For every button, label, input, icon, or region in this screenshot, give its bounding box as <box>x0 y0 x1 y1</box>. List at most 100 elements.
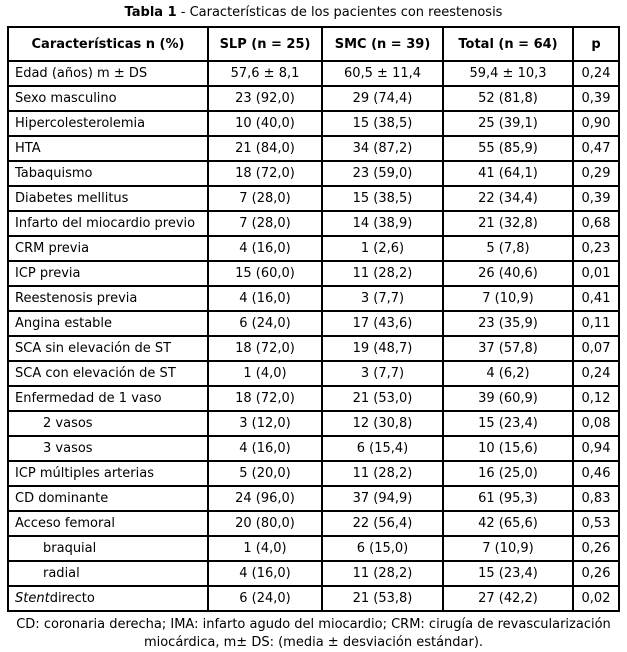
cell-total: 41 (64,1) <box>442 160 574 187</box>
row-label: SCA sin elevación de ST <box>7 335 209 362</box>
cell-smc: 29 (74,4) <box>321 85 444 112</box>
cell-total: 10 (15,6) <box>442 435 574 462</box>
cell-smc: 23 (59,0) <box>321 160 444 187</box>
cell-total: 15 (23,4) <box>442 560 574 587</box>
cell-slp: 7 (28,0) <box>207 210 323 237</box>
cell-total: 27 (42,2) <box>442 585 574 612</box>
table-row: Hipercolesterolemia 10 (40,0) 15 (38,5) … <box>7 110 620 137</box>
cell-total: 37 (57,8) <box>442 335 574 362</box>
cell-slp: 20 (80,0) <box>207 510 323 537</box>
table-row: Diabetes mellitus 7 (28,0) 15 (38,5) 22 … <box>7 185 620 212</box>
table-title: Tabla 1 - Características de los pacient… <box>0 0 627 20</box>
table-row: Acceso femoral 20 (80,0) 22 (56,4) 42 (6… <box>7 510 620 537</box>
cell-smc: 3 (7,7) <box>321 285 444 312</box>
cell-p: 0,29 <box>572 160 620 187</box>
cell-smc: 60,5 ± 11,4 <box>321 60 444 87</box>
footnote-line-2: miocárdica, m± DS: (media ± desviación e… <box>143 635 484 650</box>
cell-smc: 6 (15,4) <box>321 435 444 462</box>
cell-total: 61 (95,3) <box>442 485 574 512</box>
footnote-line-1: CD: coronaria derecha; IMA: infarto agud… <box>16 617 611 632</box>
cell-smc: 12 (30,8) <box>321 410 444 437</box>
row-label: Enfermedad de 1 vaso <box>7 385 209 412</box>
header-total: Total (n = 64) <box>442 26 574 62</box>
cell-slp: 5 (20,0) <box>207 460 323 487</box>
cell-total: 21 (32,8) <box>442 210 574 237</box>
row-label: Reestenosis previa <box>7 285 209 312</box>
table-row: Sexo masculino 23 (92,0) 29 (74,4) 52 (8… <box>7 85 620 112</box>
header-smc: SMC (n = 39) <box>321 26 444 62</box>
header-characteristics: Características n (%) <box>7 26 209 62</box>
cell-smc: 15 (38,5) <box>321 110 444 137</box>
cell-slp: 10 (40,0) <box>207 110 323 137</box>
table-row: Tabaquismo 18 (72,0) 23 (59,0) 41 (64,1)… <box>7 160 620 187</box>
cell-p: 0,11 <box>572 310 620 337</box>
header-p: p <box>572 26 620 62</box>
table-row: HTA 21 (84,0) 34 (87,2) 55 (85,9) 0,47 <box>7 135 620 162</box>
cell-p: 0,02 <box>572 585 620 612</box>
table-header: Características n (%) SLP (n = 25) SMC (… <box>7 26 620 62</box>
cell-smc: 1 (2,6) <box>321 235 444 262</box>
cell-p: 0,41 <box>572 285 620 312</box>
table-row: Reestenosis previa 4 (16,0) 3 (7,7) 7 (1… <box>7 285 620 312</box>
cell-smc: 17 (43,6) <box>321 310 444 337</box>
table-row: SCA con elevación de ST 1 (4,0) 3 (7,7) … <box>7 360 620 387</box>
table-row: Stentdirecto 6 (24,0) 21 (53,8) 27 (42,2… <box>7 585 620 612</box>
cell-slp: 23 (92,0) <box>207 85 323 112</box>
cell-smc: 11 (28,2) <box>321 560 444 587</box>
table-row: ICP previa 15 (60,0) 11 (28,2) 26 (40,6)… <box>7 260 620 287</box>
cell-total: 52 (81,8) <box>442 85 574 112</box>
cell-total: 7 (10,9) <box>442 535 574 562</box>
row-label: Sexo masculino <box>7 85 209 112</box>
cell-smc: 6 (15,0) <box>321 535 444 562</box>
cell-total: 55 (85,9) <box>442 135 574 162</box>
cell-smc: 15 (38,5) <box>321 185 444 212</box>
cell-p: 0,47 <box>572 135 620 162</box>
row-label: 3 vasos <box>7 435 209 462</box>
cell-slp: 57,6 ± 8,1 <box>207 60 323 87</box>
row-label: ICP previa <box>7 260 209 287</box>
row-label: HTA <box>7 135 209 162</box>
cell-smc: 11 (28,2) <box>321 260 444 287</box>
table-row: ICP múltiples arterias 5 (20,0) 11 (28,2… <box>7 460 620 487</box>
row-label: Tabaquismo <box>7 160 209 187</box>
cell-total: 39 (60,9) <box>442 385 574 412</box>
row-label: braquial <box>7 535 209 562</box>
row-label: SCA con elevación de ST <box>7 360 209 387</box>
cell-total: 7 (10,9) <box>442 285 574 312</box>
cell-total: 42 (65,6) <box>442 510 574 537</box>
cell-p: 0,23 <box>572 235 620 262</box>
cell-slp: 18 (72,0) <box>207 335 323 362</box>
cell-slp: 1 (4,0) <box>207 535 323 562</box>
row-label: Acceso femoral <box>7 510 209 537</box>
cell-p: 0,39 <box>572 185 620 212</box>
row-label: Edad (años) m ± DS <box>7 60 209 87</box>
table-footnote: CD: coronaria derecha; IMA: infarto agud… <box>0 616 627 652</box>
cell-slp: 7 (28,0) <box>207 185 323 212</box>
cell-p: 0,94 <box>572 435 620 462</box>
row-label: Stentdirecto <box>7 585 209 612</box>
cell-smc: 3 (7,7) <box>321 360 444 387</box>
table-row: Enfermedad de 1 vaso 18 (72,0) 21 (53,0)… <box>7 385 620 412</box>
header-row: Características n (%) SLP (n = 25) SMC (… <box>7 26 620 62</box>
cell-p: 0,46 <box>572 460 620 487</box>
table-row: radial 4 (16,0) 11 (28,2) 15 (23,4) 0,26 <box>7 560 620 587</box>
cell-slp: 6 (24,0) <box>207 310 323 337</box>
cell-slp: 4 (16,0) <box>207 435 323 462</box>
patient-characteristics-table: Características n (%) SLP (n = 25) SMC (… <box>7 26 620 612</box>
cell-slp: 4 (16,0) <box>207 560 323 587</box>
cell-smc: 22 (56,4) <box>321 510 444 537</box>
cell-p: 0,26 <box>572 535 620 562</box>
cell-p: 0,53 <box>572 510 620 537</box>
row-label: Infarto del miocardio previo <box>7 210 209 237</box>
cell-smc: 21 (53,8) <box>321 585 444 612</box>
cell-p: 0,12 <box>572 385 620 412</box>
row-label: Angina estable <box>7 310 209 337</box>
cell-total: 25 (39,1) <box>442 110 574 137</box>
table-title-text: - Características de los pacientes con r… <box>176 5 503 20</box>
cell-p: 0,08 <box>572 410 620 437</box>
cell-smc: 21 (53,0) <box>321 385 444 412</box>
cell-p: 0,26 <box>572 560 620 587</box>
table-row: CRM previa 4 (16,0) 1 (2,6) 5 (7,8) 0,23 <box>7 235 620 262</box>
row-label: Diabetes mellitus <box>7 185 209 212</box>
cell-smc: 37 (94,9) <box>321 485 444 512</box>
